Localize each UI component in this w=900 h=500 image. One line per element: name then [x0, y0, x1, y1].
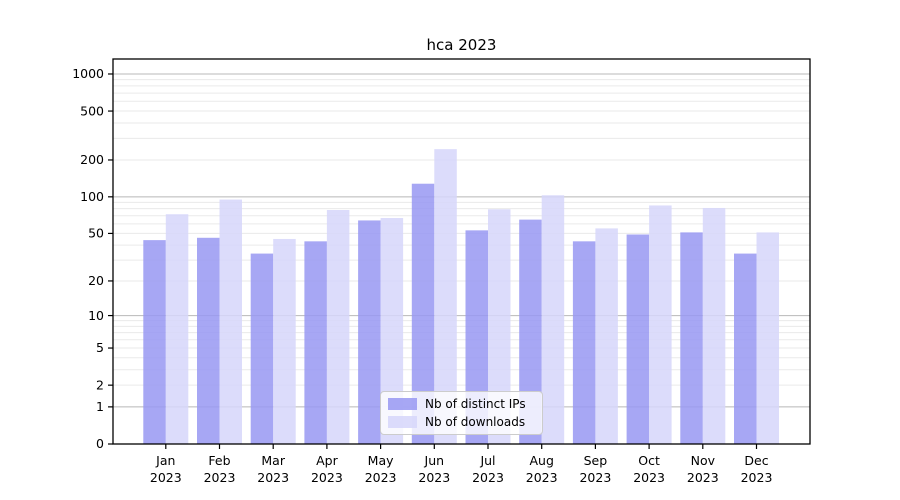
- x-tick-label-year: 2023: [472, 470, 504, 485]
- y-tick-label: 200: [80, 152, 104, 167]
- x-tick-label-year: 2023: [311, 470, 343, 485]
- x-tick-label-month: Oct: [638, 453, 660, 468]
- x-tick-label-month: Feb: [208, 453, 230, 468]
- legend-swatch-distinct-ips: [388, 398, 417, 410]
- x-tick-label-month: Apr: [316, 453, 338, 468]
- legend-item-downloads: Nb of downloads: [388, 415, 534, 429]
- bar-distinct-ips: [572, 241, 596, 444]
- legend: Nb of distinct IPs Nb of downloads: [380, 391, 543, 435]
- y-tick-label: 1: [96, 399, 104, 414]
- y-tick-label: 20: [88, 273, 104, 288]
- x-tick-label-year: 2023: [257, 470, 289, 485]
- axis-tick-labels: 0 1 2 5 10 20 50 100 200 500 1000 Jan 2023 Feb 2023 Mar…: [72, 66, 772, 485]
- bar-downloads: [756, 232, 779, 444]
- bar-downloads: [434, 149, 457, 444]
- x-tick-label-year: 2023: [687, 470, 719, 485]
- x-tick-label-month: Jun: [424, 453, 445, 468]
- y-tick-label: 2: [96, 377, 104, 392]
- y-tick-label: 10: [88, 308, 104, 323]
- y-tick-label: 100: [80, 189, 104, 204]
- x-tick-label-month: Mar: [261, 453, 285, 468]
- bar-downloads: [380, 218, 404, 444]
- x-tick-label-month: Jan: [155, 453, 175, 468]
- x-tick-label-year: 2023: [365, 470, 397, 485]
- x-tick-label-year: 2023: [418, 470, 450, 485]
- x-tick-label-month: Aug: [529, 453, 553, 468]
- bar-downloads: [541, 195, 565, 444]
- bar-distinct-ips: [734, 253, 757, 444]
- bar-distinct-ips: [143, 240, 166, 444]
- bar-distinct-ips: [680, 232, 703, 444]
- bar-downloads: [595, 228, 618, 444]
- y-tick-label: 500: [80, 103, 104, 118]
- x-tick-label-year: 2023: [150, 470, 182, 485]
- x-tick-label-month: Nov: [691, 453, 716, 468]
- bars: [143, 149, 779, 444]
- bar-downloads: [326, 209, 350, 444]
- bar-downloads: [165, 214, 189, 444]
- bar-distinct-ips: [304, 241, 327, 444]
- y-tick-label: 5: [96, 340, 104, 355]
- x-tick-label-year: 2023: [204, 470, 236, 485]
- legend-label-distinct-ips: Nb of distinct IPs: [425, 397, 526, 411]
- bar-downloads: [702, 207, 726, 444]
- legend-item-distinct-ips: Nb of distinct IPs: [388, 397, 534, 411]
- chart-title: hca 2023: [426, 36, 497, 54]
- bar-downloads: [273, 238, 296, 444]
- bar-distinct-ips: [358, 220, 381, 444]
- x-tick-label-month: Sep: [584, 453, 608, 468]
- bar-distinct-ips: [519, 219, 542, 444]
- plot-frame: [112, 58, 811, 445]
- x-tick-label-year: 2023: [579, 470, 611, 485]
- x-tick-label-year: 2023: [741, 470, 773, 485]
- bar-downloads: [219, 199, 242, 444]
- y-tick-label: 50: [88, 226, 104, 241]
- bar-distinct-ips: [250, 253, 274, 444]
- x-tick-label-year: 2023: [633, 470, 665, 485]
- axis-ticks: [108, 73, 758, 449]
- x-tick-label-year: 2023: [526, 470, 558, 485]
- legend-label-downloads: Nb of downloads: [425, 415, 526, 429]
- x-tick-label-month: Dec: [744, 453, 768, 468]
- legend-swatch-downloads: [388, 416, 417, 428]
- x-tick-label-month: Jul: [479, 453, 495, 468]
- plot-border: [112, 58, 811, 445]
- y-tick-label: 0: [96, 436, 104, 451]
- bar-downloads: [488, 209, 511, 444]
- bar-distinct-ips: [626, 234, 650, 444]
- bar-distinct-ips: [197, 237, 220, 444]
- bar-distinct-ips: [465, 230, 488, 444]
- y-tick-label: 1000: [72, 66, 104, 81]
- bar-downloads: [649, 205, 672, 444]
- bar-distinct-ips: [411, 183, 435, 444]
- x-tick-label-month: May: [368, 453, 394, 468]
